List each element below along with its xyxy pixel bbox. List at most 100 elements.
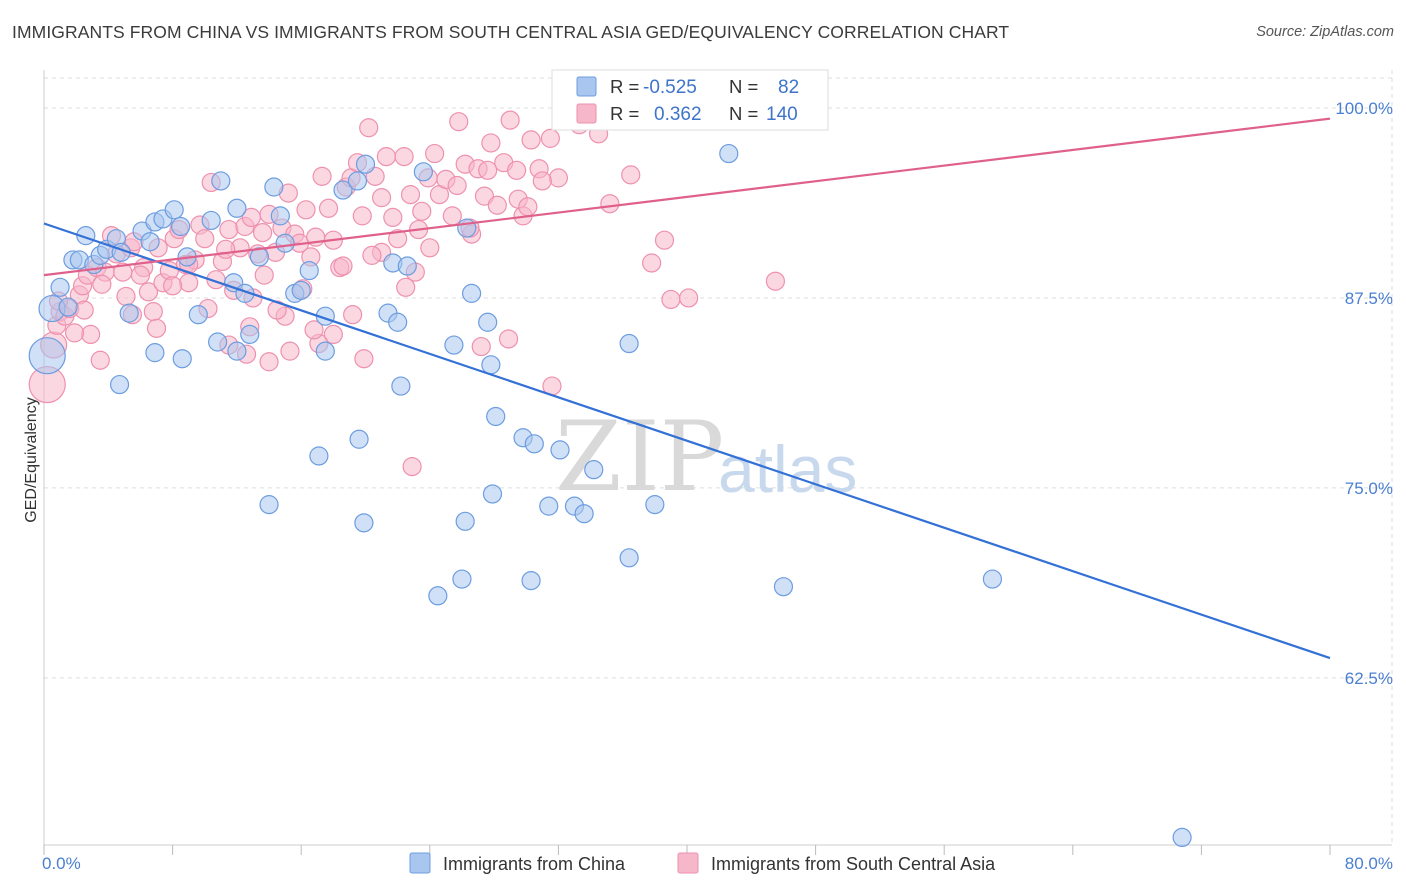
y-tick-label-1: 75.0% — [1345, 479, 1393, 498]
china-point-65 — [259, 495, 279, 515]
tick-labels: 62.5% 75.0% 87.5% 100.0% 0.0% 80.0% — [42, 99, 1393, 873]
sca-point-94 — [654, 230, 675, 250]
china-point-36 — [333, 180, 353, 200]
sca-point-91 — [600, 194, 620, 214]
sca-point-112 — [765, 271, 786, 291]
china-point-53 — [550, 440, 570, 460]
china-point-48 — [478, 312, 498, 332]
sca-point-59 — [359, 118, 379, 138]
china-point-30 — [275, 233, 295, 253]
series-legend: Immigrants from China Immigrants from So… — [409, 852, 996, 874]
sca-point-11 — [90, 350, 110, 370]
sca-point-68 — [412, 201, 432, 221]
sca-point-107 — [354, 349, 374, 369]
sca-point-80 — [487, 195, 507, 215]
legend-label-sca: Immigrants from South Central Asia — [711, 854, 996, 874]
china-point-67 — [349, 429, 369, 449]
sca-point-35 — [219, 219, 239, 240]
stats-legend-box: R = -0.525 N = 82 R = 0.362 N = 140 — [551, 69, 829, 131]
sca-point-62 — [376, 147, 396, 167]
china-point-22 — [211, 171, 231, 191]
china-point-47 — [461, 283, 482, 303]
sca-point-135 — [362, 245, 382, 265]
china-point-64 — [227, 341, 247, 361]
china-point-81 — [1172, 827, 1192, 848]
china-point-28 — [264, 177, 284, 197]
sca-point-108 — [402, 457, 422, 477]
stats-n-label-china: N = — [729, 76, 758, 97]
sca-point-104 — [259, 352, 279, 372]
china-point-45 — [444, 335, 464, 355]
sca-point-137 — [447, 175, 467, 196]
sca-point-64 — [388, 229, 408, 249]
stats-r-value-china: -0.525 — [643, 77, 697, 98]
china-point-3 — [58, 297, 78, 317]
sca-point-139 — [518, 197, 538, 217]
china-point-73 — [428, 586, 448, 606]
sca-point-124 — [304, 320, 324, 340]
legend-swatch-china — [409, 852, 431, 874]
china-point-72 — [539, 496, 559, 516]
china-point-44 — [413, 162, 433, 182]
trend-lines — [43, 117, 1331, 660]
sca-point-16 — [116, 286, 136, 307]
legend-swatch-sca — [677, 852, 699, 874]
china-point-32 — [291, 280, 311, 300]
sca-point-70 — [425, 143, 445, 164]
china-point-14 — [140, 232, 160, 252]
china-point-78 — [719, 143, 739, 164]
china-point-42 — [391, 376, 411, 396]
sca-point-129 — [146, 318, 167, 338]
series-china — [28, 96, 1192, 848]
sca-point-58 — [352, 206, 372, 226]
sca-point-66 — [400, 185, 421, 205]
sca-point-82 — [500, 110, 520, 130]
sca-point-31 — [195, 229, 215, 249]
china-point-69 — [455, 511, 475, 531]
sca-point-88 — [548, 168, 569, 188]
watermark-atlas: atlas — [718, 432, 857, 506]
china-point-52 — [524, 434, 544, 454]
sca-point-134 — [333, 256, 353, 276]
sca-point-96 — [679, 288, 699, 308]
china-point-56 — [584, 460, 604, 480]
china-point-80 — [982, 569, 1003, 589]
sca-point-110 — [498, 329, 519, 349]
china-point-18 — [171, 216, 191, 237]
sca-point-98 — [64, 323, 85, 343]
china-point-63 — [208, 332, 228, 352]
sca-point-118 — [420, 238, 440, 258]
china-point-46 — [457, 218, 477, 238]
china-point-0 — [28, 337, 66, 375]
sca-point-74 — [449, 112, 469, 132]
sca-point-125 — [343, 305, 363, 325]
sca-point-126 — [396, 277, 416, 297]
china-point-55 — [574, 504, 594, 524]
stats-n-value-sca: 140 — [766, 104, 798, 125]
x-tick-label-1: 80.0% — [1345, 854, 1393, 873]
trend-line-china — [43, 222, 1331, 660]
stats-n-value-china: 82 — [778, 77, 799, 98]
china-point-61 — [145, 343, 165, 363]
sca-point-138 — [478, 160, 498, 180]
stats-n-label-sca: N = — [729, 103, 758, 124]
china-point-58 — [619, 333, 639, 354]
sca-point-127 — [92, 274, 112, 294]
china-point-21 — [201, 210, 221, 231]
china-point-41 — [388, 312, 408, 332]
china-point-12 — [119, 303, 139, 323]
sca-point-99 — [74, 300, 94, 320]
china-point-26 — [240, 324, 260, 345]
series-south-central-asia — [28, 110, 786, 477]
legend-label-china: Immigrants from China — [443, 854, 626, 874]
stats-swatch-sca — [576, 103, 597, 124]
sca-point-132 — [254, 265, 274, 285]
source-note: Source: ZipAtlas.com — [1256, 24, 1394, 40]
china-point-35 — [315, 341, 335, 361]
sca-point-83 — [507, 160, 527, 180]
sca-point-52 — [318, 198, 339, 218]
stats-swatch-china — [576, 76, 597, 97]
china-point-62 — [172, 349, 192, 369]
china-point-50 — [486, 406, 506, 427]
china-point-43 — [397, 256, 417, 276]
